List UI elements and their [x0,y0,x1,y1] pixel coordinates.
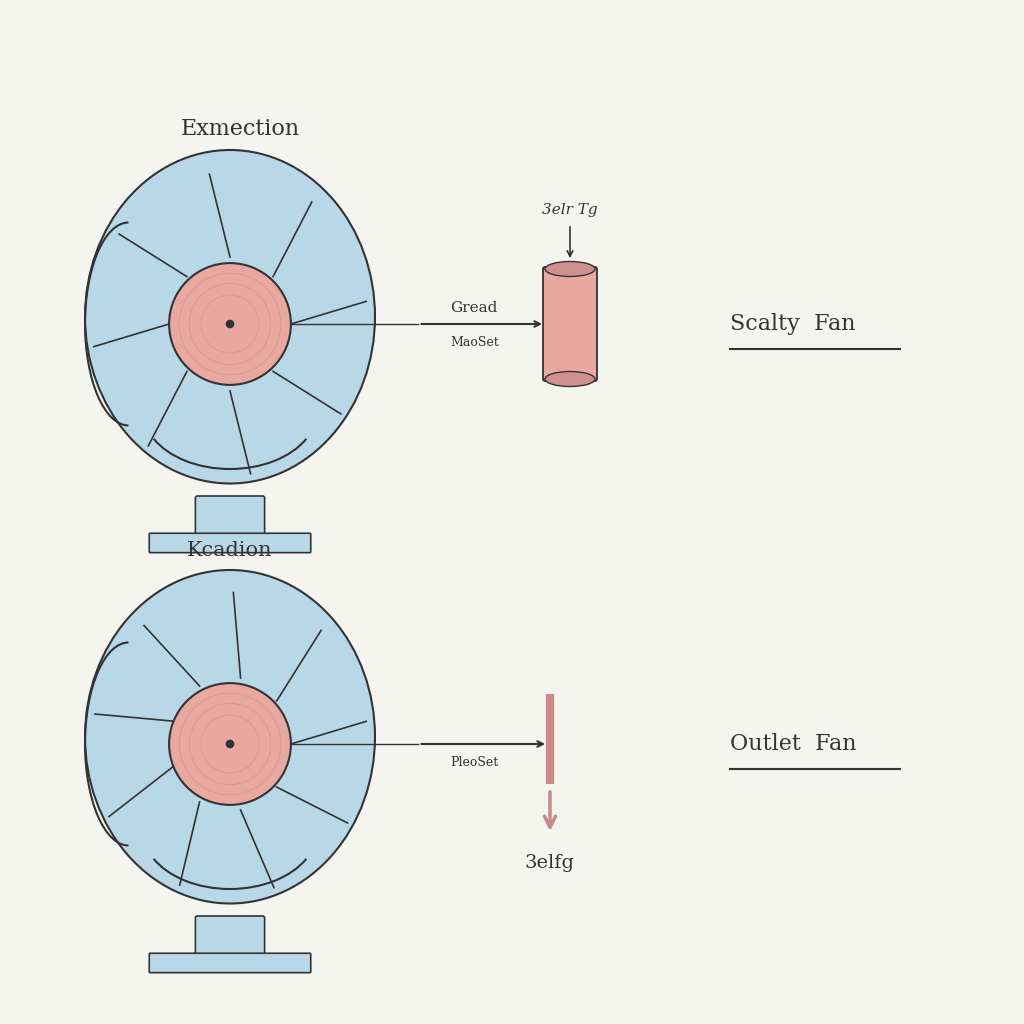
Ellipse shape [85,150,375,483]
Text: Exmection: Exmection [180,118,300,140]
Text: Scalty  Fan: Scalty Fan [730,313,855,335]
Ellipse shape [85,570,375,903]
Circle shape [169,683,291,805]
FancyBboxPatch shape [150,953,310,973]
Text: 3elr Tg: 3elr Tg [542,203,598,217]
Text: 3elfg: 3elfg [525,854,575,872]
FancyBboxPatch shape [543,267,597,381]
Circle shape [226,321,233,328]
Ellipse shape [545,372,595,386]
FancyBboxPatch shape [150,534,310,553]
Circle shape [169,263,291,385]
FancyBboxPatch shape [196,916,264,956]
Ellipse shape [545,261,595,276]
Text: PleoSet: PleoSet [451,756,499,769]
FancyBboxPatch shape [196,496,264,537]
Text: MaoSet: MaoSet [450,336,499,349]
Text: Outlet  Fan: Outlet Fan [730,733,856,755]
Text: Kcadion: Kcadion [187,541,272,560]
Circle shape [226,740,233,748]
Text: Gread: Gread [451,301,498,315]
